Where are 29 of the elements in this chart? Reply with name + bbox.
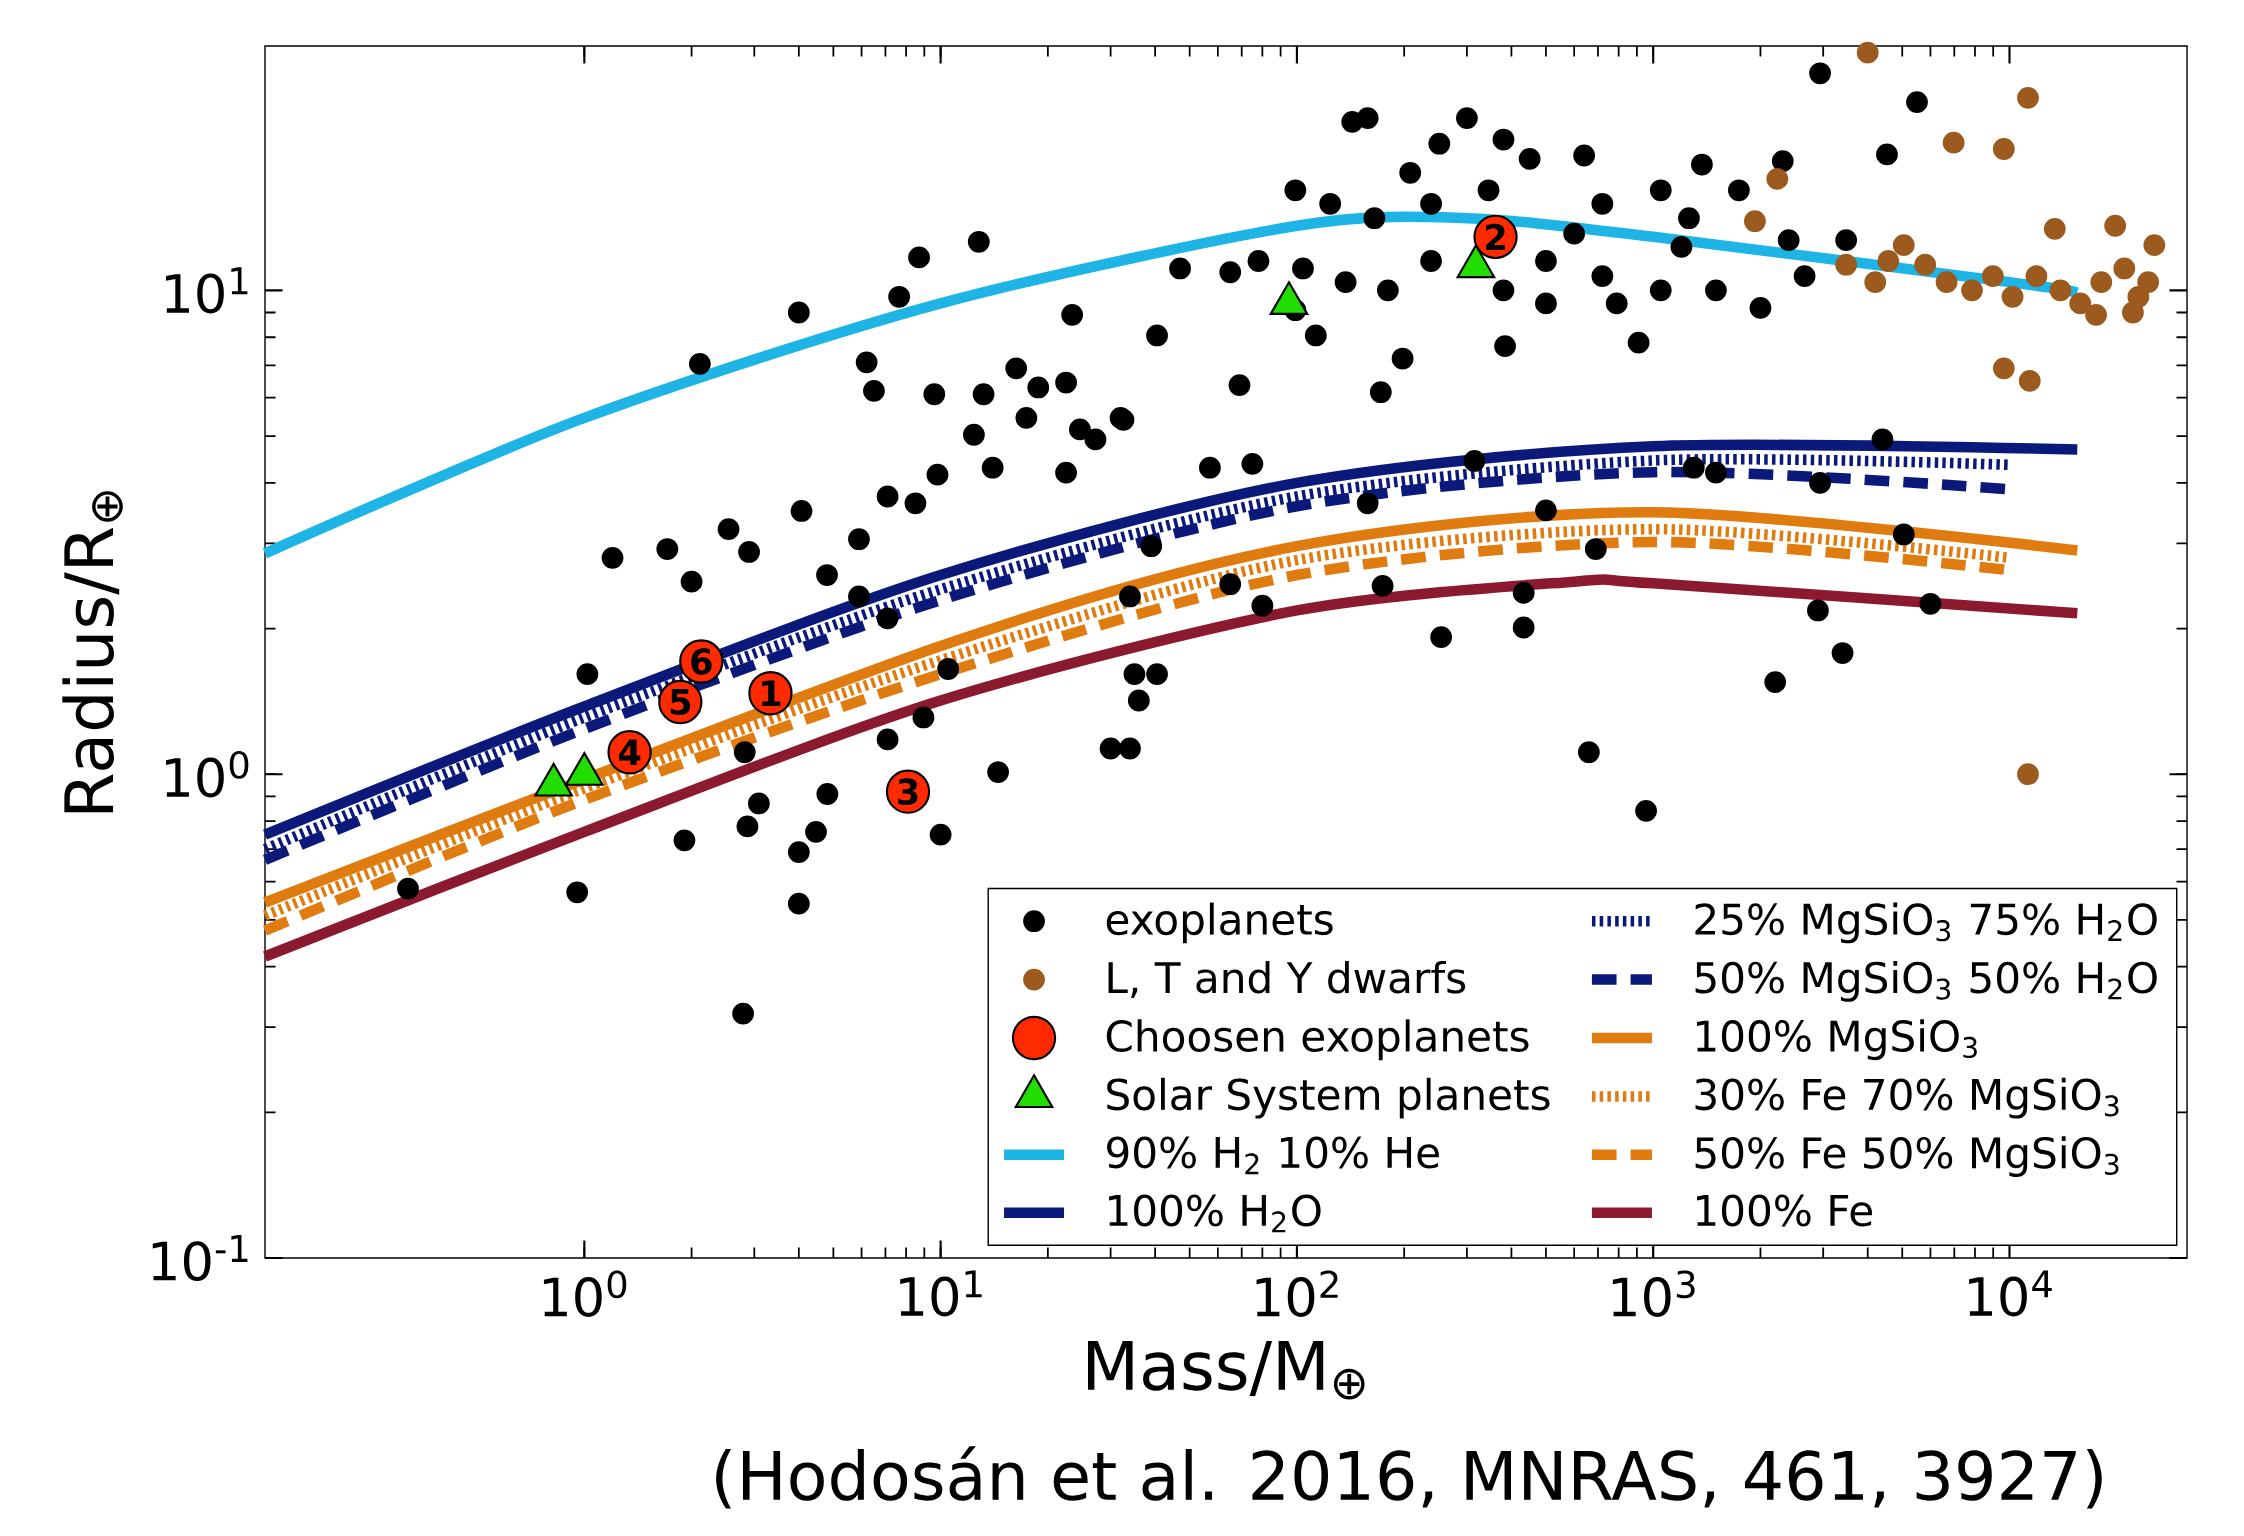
- annotation: 3: [898, 778, 918, 805]
- legend-label: L, T and Y dwarfs: [1108, 960, 1466, 998]
- legend-label: 50% MgSiO$_{3}$ 50% H$_{2}$O: [1695, 960, 2157, 1002]
- legend-label: 100% MgSiO$_{3}$: [1697, 1019, 1977, 1061]
- y-tick-label: 10$^{1}$: [166, 267, 248, 314]
- x-tick-label: 10$^{2}$: [1256, 1270, 1338, 1317]
- legend-label: 25% MgSiO$_{3}$ 75% H$_{2}$O: [1695, 902, 2157, 944]
- x-tick-label: 10$^{0}$: [543, 1270, 627, 1317]
- legend-label: 100% H$_{2}$O: [1109, 1194, 1321, 1233]
- legend-label: 30% Fe 70% MgSiO$_{3}$: [1695, 1077, 2119, 1119]
- x-tick-label: 10$^{4}$: [1969, 1270, 2052, 1317]
- y-axis-title: Radius/R$_{⊕}$: [62, 491, 123, 813]
- x-tick-label: 10$^{1}$: [900, 1270, 982, 1317]
- annotation: 4: [618, 739, 641, 766]
- y-tick-label: 10$^{0}$: [166, 750, 249, 798]
- legend-label: exoplanets: [1106, 902, 1333, 944]
- annotation: 5: [670, 688, 691, 716]
- legend-label: 50% Fe 50% MgSiO$_{3}$: [1695, 1136, 2119, 1177]
- x-axis-title: Mass/M$_{⊕}$: [1088, 1341, 1365, 1400]
- annotation: 6: [691, 648, 712, 675]
- y-tick-label: 10$^{-1}$: [152, 1235, 248, 1282]
- legend-label: 90% H$_{2}$ 10% He: [1107, 1136, 1439, 1175]
- annotation: 1: [762, 680, 781, 707]
- x-tick-label: 10$^{3}$: [1612, 1270, 1695, 1317]
- text: (Hodosán et al. 2016, MNRAS, 461, 3927): [716, 1446, 2102, 1509]
- legend-label: 100% Fe: [1697, 1194, 1872, 1227]
- annotation: 2: [1486, 223, 1505, 250]
- legend-label: Choosen exoplanets: [1106, 1019, 1529, 1061]
- legend-label: Solar System planets: [1107, 1077, 1550, 1119]
